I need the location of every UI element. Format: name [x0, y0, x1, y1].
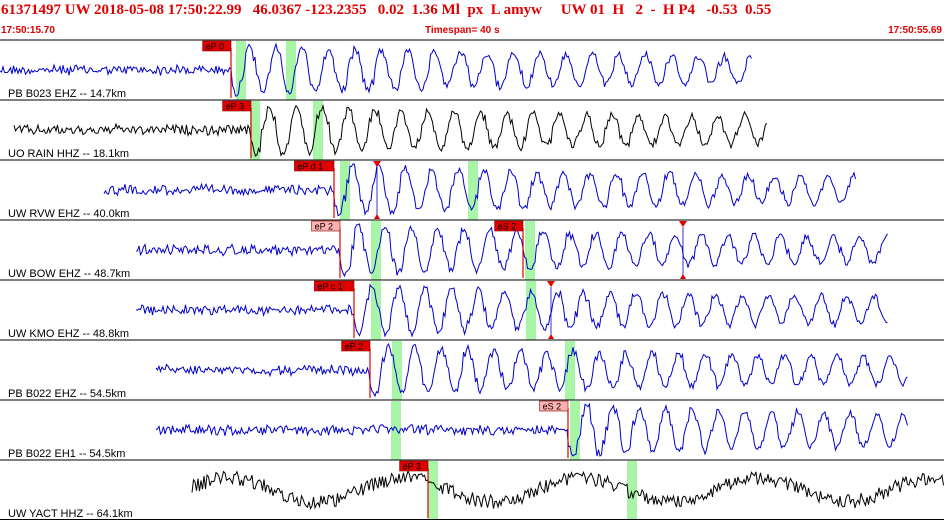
pick-label: eP 2 — [315, 222, 333, 232]
time-window — [468, 161, 478, 220]
station-label: PB B023 EHZ -- 14.7km — [8, 88, 126, 100]
pick-label-box — [539, 400, 569, 412]
pick-label-box — [202, 40, 232, 52]
station-label: PB B022 EH1 -- 54.5km — [8, 448, 125, 460]
pick-label-box — [311, 220, 341, 232]
trace-row: eP 0 PB B023 EHZ -- 14.7km — [0, 39, 944, 100]
waveform — [0, 42, 752, 97]
pick-label: eS 2 — [543, 402, 562, 412]
time-window — [526, 281, 536, 340]
station-label: UW YACT HHZ -- 64.1km — [8, 508, 133, 520]
time-window — [565, 341, 575, 400]
pick-label-box — [222, 100, 252, 112]
time-window — [286, 41, 296, 100]
trace-row: eP 2 eS 2 UW BOW EHZ -- 48.7km — [0, 219, 944, 280]
pick-label-box — [314, 280, 355, 292]
marker-triangle — [548, 334, 554, 339]
pick-label-box — [294, 160, 335, 172]
pick-label: eS 2 — [498, 222, 517, 232]
time-window — [627, 461, 637, 520]
header-bar: 61371497 UW 2018-05-08 17:50:22.99 46.03… — [0, 0, 944, 40]
pick-label-box — [399, 460, 429, 472]
trace-row: eP 3 UW YACT HHZ -- 64.1km — [0, 459, 944, 520]
pick-label: eP 2 — [345, 342, 363, 352]
start-time: 17:50:15.70 — [1, 25, 55, 36]
waveform — [135, 223, 888, 278]
pick-label-box — [341, 340, 371, 352]
time-window — [371, 281, 381, 340]
pick-label: eP 3 — [403, 462, 421, 472]
time-window — [525, 221, 535, 280]
station-label: UW KMO EHZ -- 48.8km — [8, 328, 129, 340]
time-window — [313, 101, 323, 160]
station-label: UW RVW EHZ -- 40.0km — [8, 208, 129, 220]
time-window — [391, 401, 401, 460]
trace-row: eP c 1 UW KMO EHZ -- 48.8km — [0, 279, 944, 340]
end-time: 17:50:55.69 — [888, 25, 942, 36]
pick-label-box — [494, 220, 524, 232]
time-window — [570, 401, 580, 460]
marker-triangle — [373, 161, 381, 167]
trace-row: eP 2 PB B022 EHZ -- 54.5km — [0, 339, 944, 400]
trace-row: eP 3 UO RAIN HHZ -- 18.1km — [0, 99, 944, 160]
pick-label: eP c 1 — [317, 282, 342, 292]
timespan-label: Timespan= 40 s — [425, 25, 500, 36]
trace-row: eP d 1 UW RVW EHZ -- 40.0km — [0, 159, 944, 220]
marker-triangle — [374, 214, 380, 219]
time-window — [236, 41, 246, 100]
waveform — [191, 469, 944, 510]
time-window — [371, 221, 381, 280]
time-window — [340, 161, 350, 220]
marker-triangle — [679, 221, 687, 227]
station-label: UO RAIN HHZ -- 18.1km — [8, 148, 129, 160]
marker-triangle — [680, 274, 686, 279]
waveform — [13, 103, 768, 157]
pick-label: eP 3 — [226, 102, 244, 112]
waveform — [135, 283, 888, 338]
time-window — [392, 341, 402, 400]
pick-label: eP d 1 — [297, 162, 323, 172]
trace-row: eS 2 PB B022 EH1 -- 54.5km — [0, 399, 944, 460]
marker-triangle — [547, 281, 555, 287]
time-window — [428, 461, 438, 520]
waveform — [155, 342, 908, 398]
waveform — [103, 163, 856, 217]
pick-label: eP 0 — [206, 42, 224, 52]
station-label: UW BOW EHZ -- 48.7km — [8, 268, 130, 280]
waveform — [155, 402, 908, 457]
time-window — [250, 101, 260, 160]
station-label: PB B022 EHZ -- 54.5km — [8, 388, 126, 400]
event-summary: 61371497 UW 2018-05-08 17:50:22.99 46.03… — [1, 2, 772, 18]
